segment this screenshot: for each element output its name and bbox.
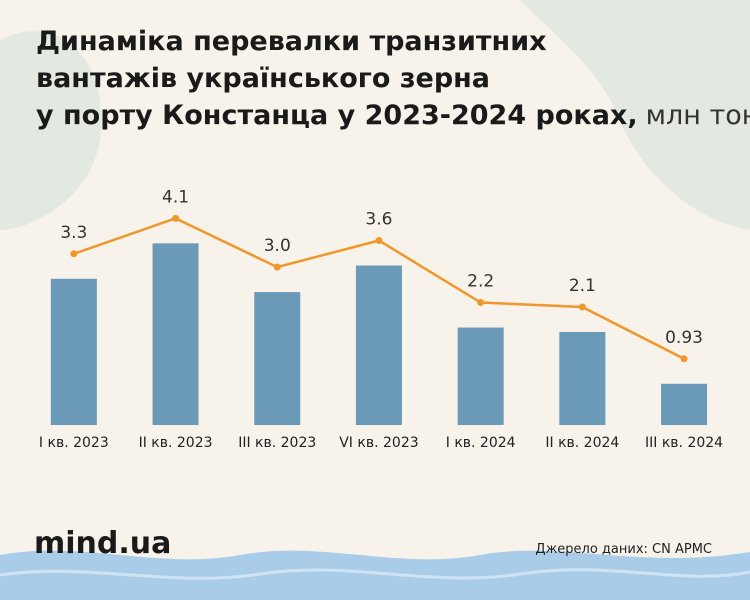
value-label: 0.93 <box>665 328 703 348</box>
source: Джерело даних: CN APMC <box>535 542 712 557</box>
decor-wave <box>0 568 750 580</box>
value-label: 3.6 <box>365 210 392 230</box>
line-point <box>375 237 383 245</box>
x-tick-label: I кв. 2023 <box>39 435 109 451</box>
line-point <box>477 299 485 307</box>
value-label: 3.3 <box>60 223 87 243</box>
x-tick-label: VI кв. 2023 <box>339 435 418 451</box>
value-label: 3.0 <box>264 236 291 256</box>
chart-title-line: вантажів українського зерна <box>36 63 490 94</box>
value-label: 2.2 <box>467 272 494 292</box>
decor-wave <box>0 550 750 600</box>
line-point <box>680 355 688 363</box>
x-tick-label: III кв. 2023 <box>238 435 316 451</box>
line-point <box>578 303 586 311</box>
bar <box>254 292 301 425</box>
bar <box>559 331 606 425</box>
x-tick-label: II кв. 2023 <box>139 435 213 451</box>
unit: млн тонн <box>646 100 750 131</box>
bar <box>355 265 402 425</box>
chart-title-line: у порту Констанца у 2023-2024 роках, <box>36 100 638 131</box>
decor-blob <box>520 0 750 230</box>
value-label: 2.1 <box>569 276 596 296</box>
x-tick-label: I кв. 2024 <box>446 435 516 451</box>
x-tick-label: II кв. 2024 <box>545 435 619 451</box>
bar <box>152 243 199 425</box>
bar <box>661 383 708 425</box>
line-point <box>273 263 281 271</box>
logo: mind.ua <box>34 526 171 561</box>
line-point <box>70 250 78 258</box>
chart-title: Динаміка перевалки транзитних вантажів ук… <box>36 26 750 131</box>
x-tick-label: III кв. 2024 <box>645 435 723 451</box>
value-label: 4.1 <box>162 187 189 207</box>
decor-blob <box>0 31 102 231</box>
bar <box>50 278 97 425</box>
chart-title-line: Динаміка перевалки транзитних <box>36 26 547 57</box>
line-point <box>172 214 180 222</box>
bar <box>457 327 504 425</box>
